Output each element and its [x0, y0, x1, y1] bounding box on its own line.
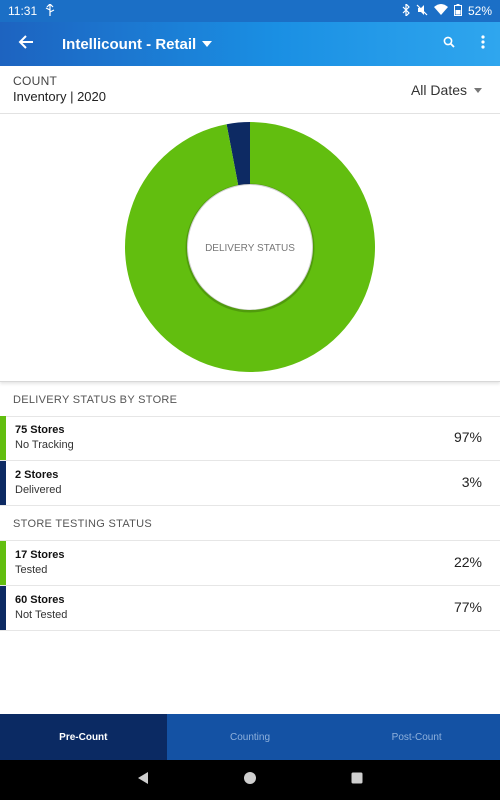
- square-recent-icon: [350, 771, 364, 790]
- status-label: No Tracking: [15, 439, 74, 451]
- status-color-bar: [0, 416, 6, 460]
- mute-icon: [416, 4, 428, 19]
- search-icon: [443, 35, 455, 53]
- list-item[interactable]: 75 Stores No Tracking 97%: [0, 416, 500, 461]
- date-filter-dropdown[interactable]: All Dates: [411, 82, 482, 98]
- status-label: Delivered: [15, 484, 62, 496]
- date-filter-label: All Dates: [410, 82, 467, 98]
- status-percent: 3%: [461, 474, 482, 490]
- status-bar: 11:31 52%: [0, 0, 500, 22]
- app-title: Intellicount - Retail: [62, 35, 197, 53]
- status-percent: 77%: [453, 599, 482, 615]
- donut-hole: [188, 185, 312, 309]
- section-title-delivery: DELIVERY STATUS BY STORE: [0, 383, 500, 417]
- tab-post-count[interactable]: Post-Count: [391, 731, 442, 743]
- store-count: 2 Stores: [15, 469, 59, 481]
- more-options-button[interactable]: [466, 22, 500, 66]
- search-button[interactable]: [432, 22, 466, 66]
- more-vert-icon: [481, 34, 485, 54]
- app-bar: Intellicount - Retail: [0, 22, 500, 66]
- store-count: 60 Stores: [15, 594, 65, 606]
- count-label: COUNT: [13, 74, 58, 88]
- section-title-testing: STORE TESTING STATUS: [0, 507, 500, 541]
- donut-slice-delivered[interactable]: [226, 122, 250, 186]
- tab-pre-count[interactable]: Pre-Count: [0, 714, 167, 760]
- status-color-bar: [0, 586, 6, 630]
- battery-icon: [453, 3, 462, 19]
- status-percent: 97%: [453, 429, 482, 445]
- donut-center-label: DELIVERY STATUS: [205, 243, 295, 254]
- nav-home-button[interactable]: [240, 770, 260, 790]
- status-label: Not Tested: [15, 609, 68, 621]
- status-color-bar: [0, 541, 6, 585]
- arrow-left-icon: [18, 34, 34, 55]
- back-button[interactable]: [0, 22, 52, 66]
- delivery-status-chart: DELIVERY STATUS: [0, 114, 500, 382]
- circle-home-icon: [243, 771, 257, 790]
- store-count: 17 Stores: [15, 549, 65, 561]
- tab-counting[interactable]: Counting: [229, 731, 271, 743]
- status-color-bar: [0, 461, 6, 505]
- battery-percent: 52%: [467, 4, 492, 18]
- app-bar-actions: [432, 22, 500, 66]
- bluetooth-icon: [402, 2, 410, 19]
- status-label: Tested: [15, 564, 48, 576]
- status-percent: 22%: [453, 554, 482, 570]
- wifi-icon: [433, 3, 448, 19]
- count-header: COUNT Inventory | 2020 All Dates: [0, 66, 500, 114]
- status-time: 11:31: [8, 4, 38, 18]
- app-title-dropdown[interactable]: Intellicount - Retail: [62, 35, 213, 53]
- donut-slice-no-tracking[interactable]: [124, 122, 375, 372]
- donut-chart: DELIVERY STATUS: [124, 122, 375, 372]
- nav-recents-button[interactable]: [347, 770, 367, 790]
- chevron-down-icon: [202, 41, 213, 47]
- bottom-nav: Pre-Count Counting Post-Count: [0, 714, 500, 760]
- usb-icon: [45, 2, 55, 19]
- list-item[interactable]: 17 Stores Tested 22%: [0, 541, 500, 586]
- count-subtitle: Inventory | 2020: [13, 89, 106, 104]
- list-item[interactable]: 2 Stores Delivered 3%: [0, 461, 500, 506]
- chevron-down-icon: [474, 87, 482, 93]
- nav-back-button[interactable]: [133, 770, 153, 790]
- triangle-back-icon: [136, 771, 150, 790]
- store-count: 75 Stores: [15, 424, 65, 436]
- status-right: 52%: [402, 2, 492, 19]
- system-nav-bar: [0, 760, 500, 800]
- list-item[interactable]: 60 Stores Not Tested 77%: [0, 586, 500, 631]
